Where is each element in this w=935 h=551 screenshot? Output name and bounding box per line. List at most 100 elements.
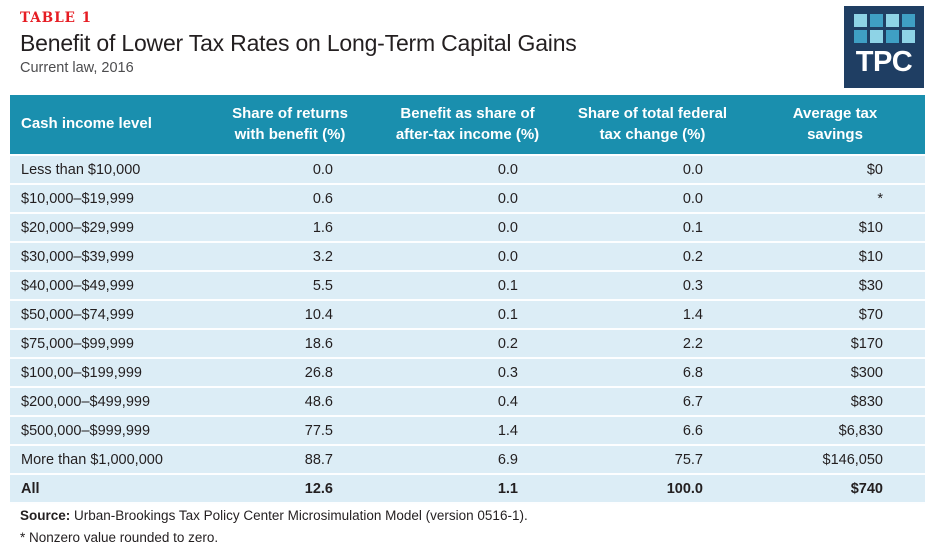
logo-square-icon — [885, 30, 899, 43]
row-label-cell: All — [10, 474, 205, 504]
value-cell: $0 — [745, 155, 925, 185]
value-cell: 6.6 — [560, 416, 745, 446]
value-cell: 6.7 — [560, 387, 745, 417]
column-header-line: Benefit as share of — [400, 105, 535, 123]
row-label-cell: $40,000–$49,999 — [10, 271, 205, 301]
tpc-logo: TPC — [844, 6, 924, 88]
row-label-cell: $200,000–$499,999 — [10, 387, 205, 417]
column-header-line: Share of total federal — [577, 105, 728, 123]
table-header: Cash income level Share of returns with … — [10, 95, 925, 156]
table-row: $20,000–$29,999 1.6 0.0 0.1 $10 — [10, 213, 925, 243]
value-cell: $170 — [745, 329, 925, 359]
value-cell: 77.5 — [205, 416, 375, 446]
value-cell: 75.7 — [560, 445, 745, 475]
row-label-cell: $100,00–$199,999 — [10, 358, 205, 388]
value-cell: 6.8 — [560, 358, 745, 388]
value-cell: 12.6 — [205, 474, 375, 504]
table-row: $200,000–$499,999 48.6 0.4 6.7 $830 — [10, 387, 925, 417]
table-row: $500,000–$999,999 77.5 1.4 6.6 $6,830 — [10, 416, 925, 446]
value-cell: 0.0 — [205, 155, 375, 185]
column-header-avg-savings: Average tax savings — [745, 95, 925, 156]
table-row: $30,000–$39,999 3.2 0.0 0.2 $10 — [10, 242, 925, 272]
value-cell: 0.1 — [375, 271, 560, 301]
table-row: $40,000–$49,999 5.5 0.1 0.3 $30 — [10, 271, 925, 301]
row-label-cell: Less than $10,000 — [10, 155, 205, 185]
logo-square-icon — [901, 14, 915, 27]
column-header-line: tax change (%) — [599, 125, 706, 143]
table-row: $50,000–$74,999 10.4 0.1 1.4 $70 — [10, 300, 925, 330]
table-row: $75,000–$99,999 18.6 0.2 2.2 $170 — [10, 329, 925, 359]
table-row: $100,00–$199,999 26.8 0.3 6.8 $300 — [10, 358, 925, 388]
table-header-row: Cash income level Share of returns with … — [10, 95, 925, 156]
value-cell: 88.7 — [205, 445, 375, 475]
value-cell: 18.6 — [205, 329, 375, 359]
logo-square-icon — [869, 30, 883, 43]
table-row: $10,000–$19,999 0.6 0.0 0.0 * — [10, 184, 925, 214]
page-title: Benefit of Lower Tax Rates on Long-Term … — [20, 30, 577, 56]
logo-square-icon — [901, 30, 915, 43]
value-cell: 0.0 — [375, 213, 560, 243]
column-header-line: Share of returns — [232, 105, 348, 123]
value-cell: 0.2 — [560, 242, 745, 272]
value-cell: 0.6 — [205, 184, 375, 214]
value-cell: 2.2 — [560, 329, 745, 359]
column-header-benefit-share: Benefit as share of after-tax income (%) — [375, 95, 560, 156]
row-label-cell: $20,000–$29,999 — [10, 213, 205, 243]
table-body: Less than $10,000 0.0 0.0 0.0 $0 $10,000–$19,… — [10, 155, 925, 504]
row-label-cell: $75,000–$99,999 — [10, 329, 205, 359]
value-cell: 5.5 — [205, 271, 375, 301]
source-label: Source: — [20, 508, 71, 523]
column-header-share-returns: Share of returns with benefit (%) — [205, 95, 375, 156]
column-header-cash-income: Cash income level — [10, 95, 205, 156]
source-note: Source: Urban-Brookings Tax Policy Cente… — [20, 508, 528, 523]
value-cell: * — [745, 184, 925, 214]
column-header-line: savings — [807, 125, 863, 143]
value-cell: 48.6 — [205, 387, 375, 417]
value-cell: $10 — [745, 242, 925, 272]
value-cell: 1.1 — [375, 474, 560, 504]
value-cell: 6.9 — [375, 445, 560, 475]
value-cell: 26.8 — [205, 358, 375, 388]
value-cell: 3.2 — [205, 242, 375, 272]
value-cell: 0.2 — [375, 329, 560, 359]
value-cell: $30 — [745, 271, 925, 301]
value-cell: 0.0 — [375, 242, 560, 272]
value-cell: 0.0 — [375, 184, 560, 214]
value-cell: 1.4 — [560, 300, 745, 330]
table-row-total: All 12.6 1.1 100.0 $740 — [10, 474, 925, 504]
table-number-label: TABLE 1 — [20, 10, 93, 26]
value-cell: 0.3 — [375, 358, 560, 388]
logo-square-icon — [869, 14, 883, 27]
row-label-cell: $10,000–$19,999 — [10, 184, 205, 214]
logo-square-icon — [853, 30, 867, 43]
value-cell: 0.0 — [560, 184, 745, 214]
value-cell: $146,050 — [745, 445, 925, 475]
value-cell: $10 — [745, 213, 925, 243]
value-cell: $740 — [745, 474, 925, 504]
asterisk-footnote: * Nonzero value rounded to zero. — [20, 530, 219, 545]
value-cell: 1.4 — [375, 416, 560, 446]
table-row: More than $1,000,000 88.7 6.9 75.7 $146,050 — [10, 445, 925, 475]
column-header-line: Cash income level — [21, 115, 152, 133]
row-label-cell: More than $1,000,000 — [10, 445, 205, 475]
value-cell: 0.0 — [560, 155, 745, 185]
value-cell: 0.1 — [375, 300, 560, 330]
value-cell: $70 — [745, 300, 925, 330]
column-header-line: after-tax income (%) — [395, 125, 540, 143]
table-row: Less than $10,000 0.0 0.0 0.0 $0 — [10, 155, 925, 185]
value-cell: $830 — [745, 387, 925, 417]
value-cell: 0.4 — [375, 387, 560, 417]
value-cell: $300 — [745, 358, 925, 388]
logo-square-icon — [853, 14, 867, 27]
column-header-line: with benefit (%) — [234, 125, 346, 143]
page-header: TABLE 1 Benefit of Lower Tax Rates on Lo… — [20, 10, 577, 76]
value-cell: 1.6 — [205, 213, 375, 243]
source-text: Urban-Brookings Tax Policy Center Micros… — [70, 508, 528, 523]
logo-square-icon — [885, 14, 899, 27]
value-cell: 0.3 — [560, 271, 745, 301]
column-header-share-tax-change: Share of total federal tax change (%) — [560, 95, 745, 156]
row-label-cell: $50,000–$74,999 — [10, 300, 205, 330]
benefit-table: Cash income level Share of returns with … — [10, 95, 925, 504]
value-cell: $6,830 — [745, 416, 925, 446]
value-cell: 100.0 — [560, 474, 745, 504]
